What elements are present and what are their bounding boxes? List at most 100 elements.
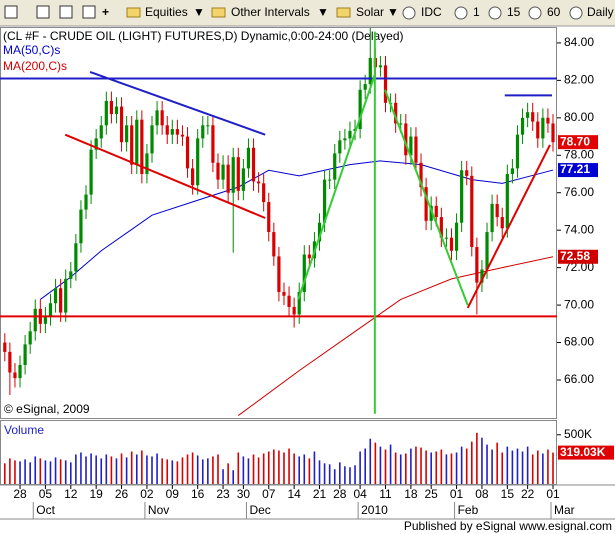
candle-body: [43, 316, 48, 324]
volume-bar: [64, 460, 67, 484]
y-tick-label: 68.00: [564, 335, 594, 349]
candle-body: [236, 157, 240, 191]
volume-bar: [415, 446, 417, 484]
x-tick-label: 18: [404, 487, 418, 501]
candle-body: [89, 149, 93, 195]
x-tick-label: 07: [262, 487, 276, 501]
interval-button[interactable]: 15: [507, 5, 521, 19]
candle-body: [191, 168, 195, 186]
menu[interactable]: Equities: [145, 5, 188, 19]
candle-body: [84, 194, 88, 210]
candle-body: [495, 203, 499, 218]
month-label: Dec: [249, 503, 270, 517]
folder-icon: [211, 7, 226, 18]
candle-body: [287, 295, 291, 307]
volume-bar: [410, 448, 412, 484]
volume-bar: [536, 450, 539, 484]
price-pane: [0, 27, 557, 419]
x-tick-label: 11: [379, 487, 392, 501]
candle-body: [196, 138, 200, 186]
volume-bar: [542, 453, 544, 484]
volume-bar: [435, 451, 438, 484]
candle-body: [155, 110, 159, 126]
ma-marker: [558, 249, 598, 264]
volume-bar: [212, 456, 214, 484]
volume-bar: [450, 453, 453, 484]
interval-button[interactable]: 60: [547, 5, 561, 19]
icon-button[interactable]: [82, 5, 96, 19]
dropdown-arrow[interactable]: ▼: [317, 5, 329, 19]
icon-plus[interactable]: +: [102, 5, 109, 19]
clock-icon: [454, 6, 468, 20]
candle-body: [348, 130, 352, 139]
candle-body: [531, 112, 535, 122]
volume-bar: [476, 432, 478, 484]
volume-bar: [293, 453, 295, 484]
y-tick-label: 66.00: [564, 372, 594, 386]
volume-bar: [120, 453, 123, 484]
dropdown-arrow[interactable]: ▼: [387, 5, 399, 19]
candle-body: [257, 181, 261, 184]
volume-bar: [95, 455, 97, 484]
interval-button[interactable]: Daily: [587, 5, 614, 19]
volume-bar: [176, 461, 179, 484]
y-tick-label: 80.00: [564, 110, 594, 124]
x-tick-label: 22: [521, 487, 535, 501]
toolbar-bg: [0, 0, 615, 26]
candle-body: [409, 136, 413, 156]
volume-bar: [201, 459, 204, 484]
trend-line: [297, 74, 376, 300]
candle-body: [165, 125, 169, 135]
candle-body: [251, 147, 256, 182]
volume-bar: [506, 446, 509, 484]
volume-bar: [59, 459, 62, 484]
candle-body: [434, 205, 438, 218]
candle-body: [69, 271, 73, 279]
candle-body: [383, 65, 388, 103]
candle-body: [130, 125, 134, 165]
volume-bar: [217, 454, 219, 484]
candle-body: [292, 306, 296, 315]
volume-bar: [69, 462, 72, 484]
dropdown-arrow[interactable]: ▼: [193, 5, 205, 19]
candle-body: [338, 140, 342, 154]
candle-body: [262, 183, 266, 203]
volume-bar: [288, 448, 290, 484]
volume-bar: [39, 458, 42, 484]
interval-button[interactable]: 1: [473, 5, 480, 19]
candle-body: [378, 65, 383, 68]
source-button[interactable]: IDC: [421, 5, 442, 19]
y-tick-label: 76.00: [564, 185, 594, 199]
ma-marker: [558, 163, 598, 178]
y-tick-label: 82.00: [564, 73, 594, 87]
candle-body: [201, 125, 205, 139]
volume-bar: [247, 458, 250, 484]
icon-button[interactable]: [36, 5, 50, 19]
candle-body: [414, 136, 418, 163]
clock-icon: [528, 6, 542, 20]
candle-body: [526, 112, 530, 118]
month-label: 2010: [361, 503, 388, 517]
x-tick-label: 19: [89, 487, 103, 501]
volume-bar: [75, 454, 77, 484]
volume-bar: [481, 437, 483, 484]
volume-bar: [384, 449, 387, 484]
icon-button[interactable]: [59, 5, 73, 19]
volume-bar: [389, 444, 392, 484]
candle-body: [119, 106, 124, 143]
volume-bar: [242, 456, 245, 484]
x-tick-label: 12: [64, 487, 78, 501]
icon-button[interactable]: [4, 5, 18, 19]
menu[interactable]: Solar: [356, 5, 384, 19]
volume-bar: [460, 446, 463, 484]
volume-bar: [511, 450, 514, 484]
candle-body: [8, 351, 12, 373]
toolbar: + Equities ▼ Other Intervals ▼ Solar ▼ I…: [0, 0, 615, 27]
trend-line: [384, 89, 469, 306]
x-tick-label: 09: [166, 487, 180, 501]
volume-bar: [14, 460, 16, 484]
volume-bar: [257, 457, 260, 484]
volume-bar: [420, 447, 422, 484]
menu[interactable]: Other Intervals: [231, 5, 310, 19]
